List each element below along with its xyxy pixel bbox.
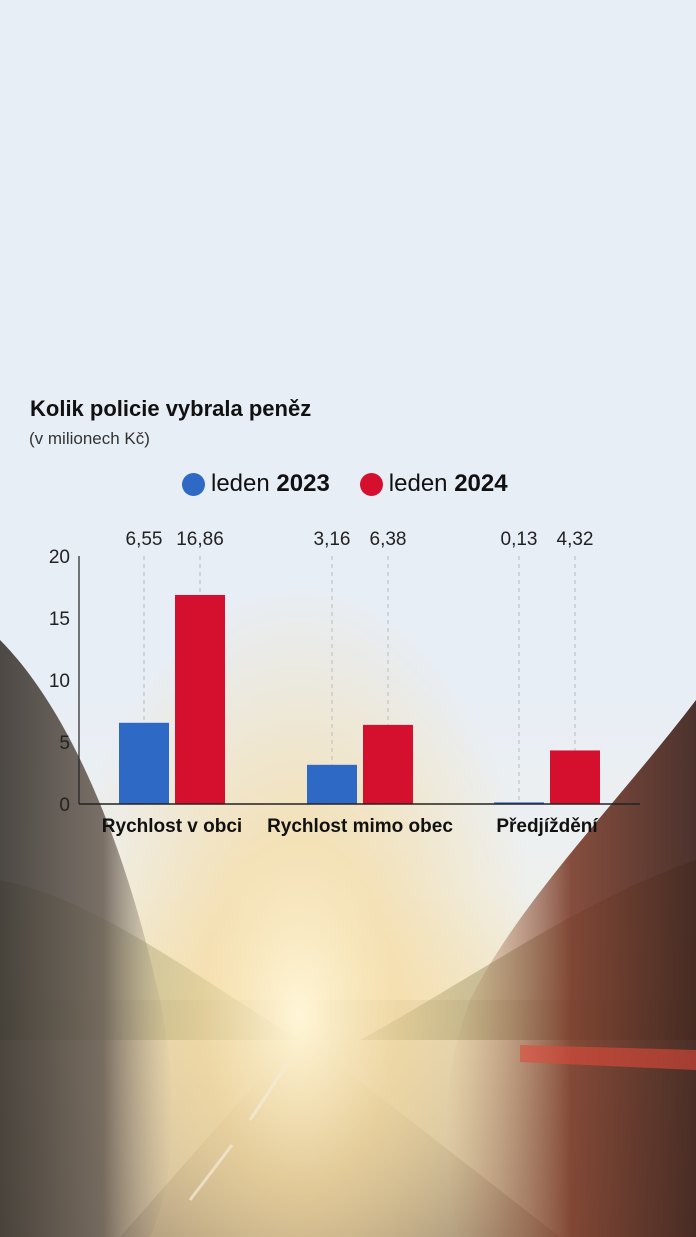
y-tick-label: 5 — [59, 733, 70, 754]
data-label: 6,55 — [126, 529, 163, 550]
chart-legend: leden 2023 leden 2024 — [182, 470, 538, 498]
legend-label-2023: leden 2023 — [211, 470, 330, 497]
bar-2023 — [307, 764, 357, 804]
y-tick-label: 20 — [49, 547, 70, 568]
bar-2023 — [494, 802, 544, 804]
legend-item-2023: leden 2023 — [182, 470, 330, 498]
chart-subtitle: (v milionech Kč) — [29, 429, 150, 448]
y-tick-label: 15 — [49, 609, 70, 630]
data-label: 0,13 — [501, 529, 538, 550]
x-category-label: Předjíždění — [496, 816, 598, 837]
legend-label-2024: leden 2024 — [388, 470, 508, 497]
data-label: 6,38 — [370, 529, 407, 550]
bar-2024 — [175, 594, 225, 804]
bar-2024 — [363, 724, 413, 804]
data-label: 4,32 — [557, 529, 594, 550]
legend-item-2024: leden 2024 — [359, 470, 508, 498]
y-tick-label: 10 — [49, 671, 70, 692]
data-label: 3,16 — [314, 529, 351, 550]
data-label: 16,86 — [176, 529, 224, 550]
legend-swatch-2024 — [359, 472, 383, 496]
legend-swatch-2023 — [182, 472, 205, 496]
y-tick-label: 0 — [59, 795, 70, 816]
chart-title: Kolik policie vybrala peněz — [30, 396, 312, 421]
x-category-label: Rychlost v obci — [102, 816, 242, 837]
bar-2023 — [119, 722, 169, 804]
x-category-label: Rychlost mimo obec — [267, 816, 453, 837]
bar-2024 — [550, 750, 600, 804]
